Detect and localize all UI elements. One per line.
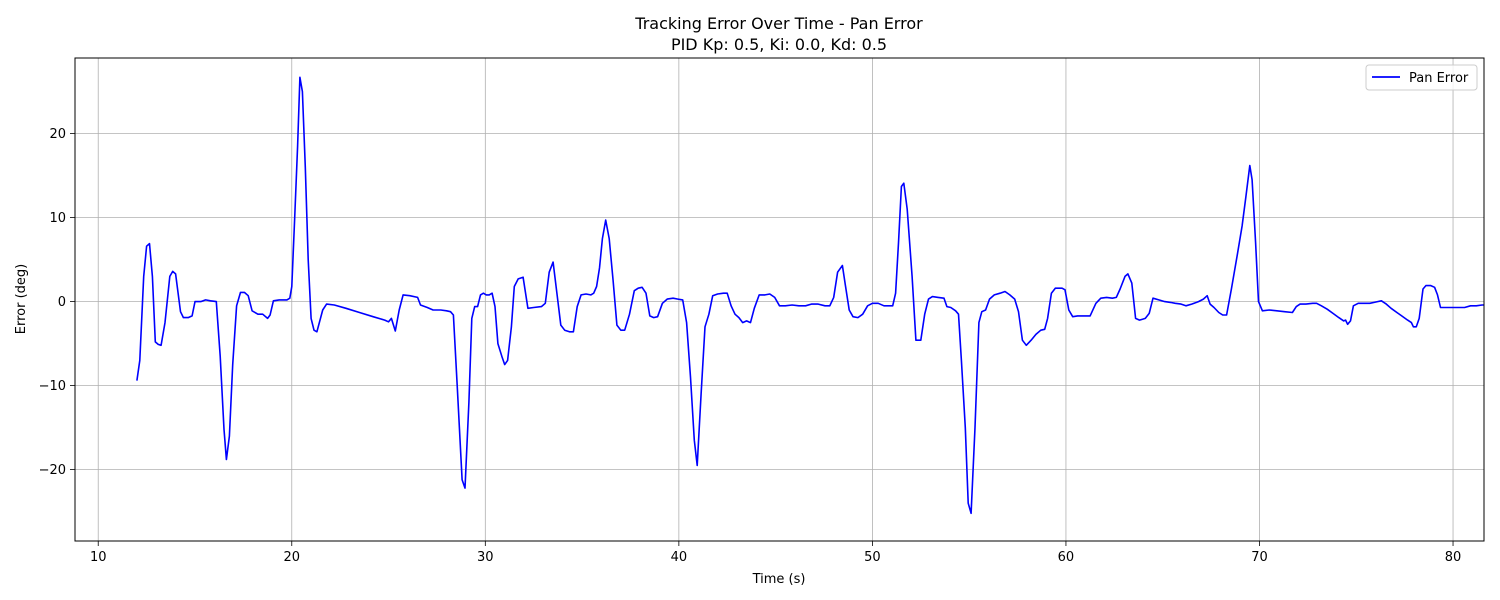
legend-frame	[1365, 64, 1478, 91]
pan-error-line	[136, 76, 1484, 515]
y-tick-label: −20	[39, 463, 66, 478]
y-tick-label: 0	[58, 295, 66, 310]
x-tick-label: 20	[283, 550, 300, 565]
y-axis-label: Error (deg)	[14, 264, 29, 334]
x-tick-label: 50	[864, 550, 881, 565]
x-tick-label: 70	[1251, 550, 1268, 565]
legend: Pan Error	[1365, 64, 1478, 91]
chart-subtitle: PID Kp: 0.5, Ki: 0.0, Kd: 0.5	[671, 35, 887, 54]
y-tick-label: −10	[39, 379, 66, 394]
x-axis-label: Time (s)	[752, 572, 806, 587]
x-tick-label: 10	[90, 550, 107, 565]
chart-title: Tracking Error Over Time - Pan Error	[634, 14, 923, 33]
y-tick-label: 20	[49, 127, 66, 142]
x-tick-label: 40	[671, 550, 688, 565]
plot-frame	[74, 57, 1485, 542]
x-tick-label: 30	[477, 550, 494, 565]
y-tick-label: 10	[49, 211, 66, 226]
axis-ticks: 10 20 30 40 50 60 70 80 −20 −10 0 10 20	[39, 127, 1462, 565]
x-tick-label: 80	[1445, 550, 1462, 565]
legend-label: Pan Error	[1409, 71, 1469, 86]
x-tick-label: 60	[1058, 550, 1075, 565]
